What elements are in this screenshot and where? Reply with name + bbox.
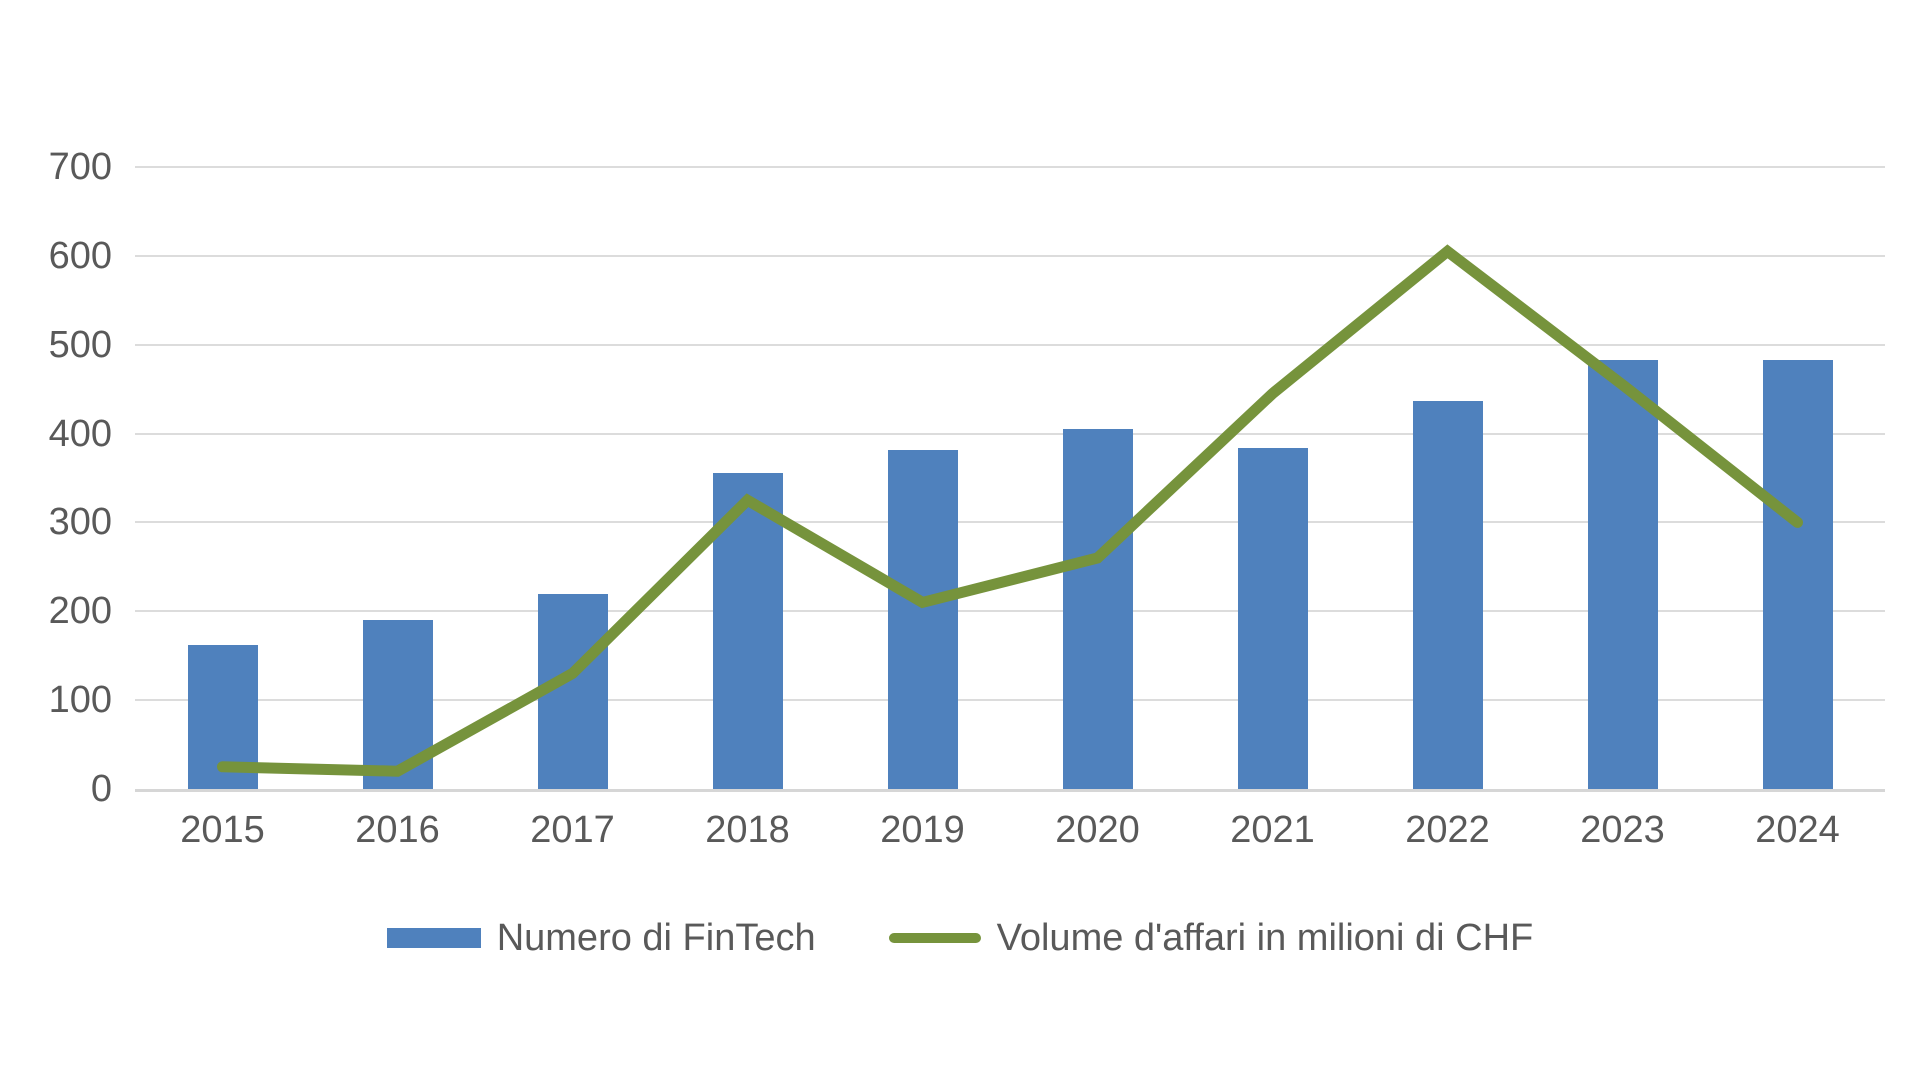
y-axis-label-300: 300 <box>48 501 112 544</box>
legend: Numero di FinTech Volume d'affari in mil… <box>0 914 1920 962</box>
y-axis-label-700: 700 <box>48 146 112 188</box>
y-axis-label-200: 200 <box>48 590 112 633</box>
gridline-100 <box>135 699 1885 702</box>
x-axis-label-2018: 2018 <box>705 809 790 851</box>
y-axis-label-500: 500 <box>48 323 112 366</box>
line-series-swatch <box>888 933 981 943</box>
x-axis-label-2024: 2024 <box>1755 809 1840 851</box>
bar-2020 <box>1062 429 1133 789</box>
y-axis-label-100: 100 <box>48 679 112 722</box>
gridline-600 <box>135 254 1885 257</box>
gridline-200 <box>135 610 1885 613</box>
x-axis-label-2019: 2019 <box>880 809 965 851</box>
x-axis-label-2022: 2022 <box>1405 809 1490 851</box>
bar-2021 <box>1237 447 1308 789</box>
gridline-300 <box>135 521 1885 524</box>
volume-line <box>217 244 1803 777</box>
y-axis-label-400: 400 <box>48 412 112 455</box>
y-axis-label-600: 600 <box>48 234 112 277</box>
bar-series-swatch <box>386 928 481 948</box>
bar-2022 <box>1412 400 1483 789</box>
x-axis-label-2020: 2020 <box>1055 809 1140 851</box>
x-axis-label-2015: 2015 <box>180 809 265 851</box>
gridline-400 <box>135 432 1885 435</box>
legend-label-volume: Volume d'affari in milioni di CHF <box>996 917 1534 959</box>
plot-area <box>135 166 1885 792</box>
bar-2024 <box>1762 359 1833 789</box>
y-axis-label-0: 0 <box>90 768 112 810</box>
bar-2023 <box>1587 359 1658 789</box>
legend-item-volume: Volume d'affari in milioni di CHF <box>888 914 1534 962</box>
gridline-700 <box>135 166 1885 168</box>
legend-label-fintech-count: Numero di FinTech <box>496 917 816 959</box>
legend-item-fintech-count: Numero di FinTech <box>386 914 816 962</box>
x-axis-label-2016: 2016 <box>355 809 440 851</box>
x-axis-label-2023: 2023 <box>1580 809 1665 851</box>
gridline-500 <box>135 343 1885 346</box>
x-axis-label-2021: 2021 <box>1230 809 1315 851</box>
x-axis-label-2017: 2017 <box>530 809 615 851</box>
bar-2019 <box>887 449 958 789</box>
